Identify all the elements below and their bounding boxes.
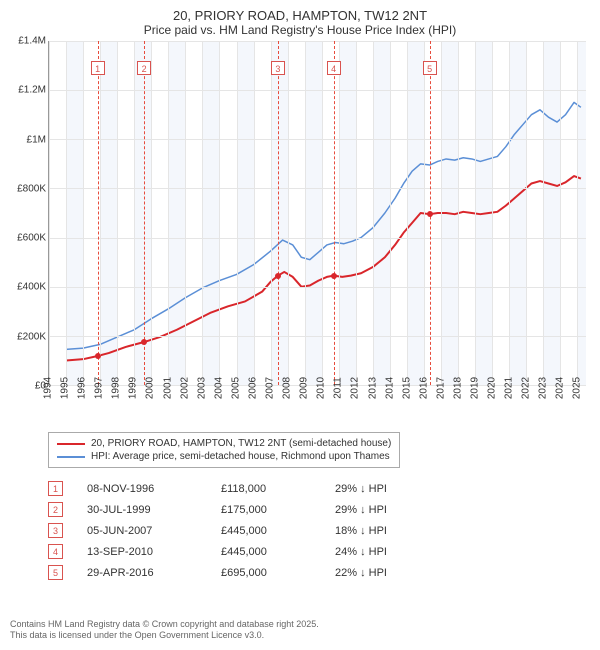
transaction-date: 29-APR-2016 [87,567,197,579]
table-row: 1 08-NOV-1996 £118,000 29% ↓ HPI [48,478,590,499]
table-row: 3 05-JUN-2007 £445,000 18% ↓ HPI [48,520,590,541]
x-tick-label: 2002 [179,377,190,399]
x-tick-label: 2017 [435,377,446,399]
legend-label-property: 20, PRIORY ROAD, HAMPTON, TW12 2NT (semi… [91,438,391,449]
x-tick-label: 1994 [43,377,54,399]
chart-subtitle: Price paid vs. HM Land Registry's House … [10,23,590,37]
x-tick-label: 2007 [265,377,276,399]
transaction-date: 05-JUN-2007 [87,525,197,537]
transaction-marker: 4 [327,61,341,75]
legend-swatch-property [57,443,85,445]
y-tick-label: £600K [17,233,46,244]
x-tick-label: 2000 [145,377,156,399]
plot-region: 1 2 3 4 5 [48,41,586,386]
transaction-diff: 29% ↓ HPI [335,504,387,516]
x-tick-label: 2011 [333,377,344,399]
x-tick-label: 1999 [128,377,139,399]
table-row: 4 13-SEP-2010 £445,000 24% ↓ HPI [48,541,590,562]
transaction-dot [427,211,433,217]
x-tick-label: 1998 [111,377,122,399]
x-tick-label: 2024 [555,377,566,399]
transaction-dot [331,273,337,279]
table-row: 2 30-JUL-1999 £175,000 29% ↓ HPI [48,499,590,520]
legend-row-hpi: HPI: Average price, semi-detached house,… [57,450,391,463]
title-block: 20, PRIORY ROAD, HAMPTON, TW12 2NT Price… [10,8,590,37]
y-tick-label: £1.2M [18,85,46,96]
x-tick-label: 2012 [350,377,361,399]
transaction-diff: 24% ↓ HPI [335,546,387,558]
footnote-line1: Contains HM Land Registry data © Crown c… [10,619,319,631]
x-tick-label: 2009 [299,377,310,399]
legend-swatch-hpi [57,456,85,458]
x-tick-label: 2013 [367,377,378,399]
y-tick-label: £200K [17,331,46,342]
x-tick-label: 2015 [401,377,412,399]
x-tick-label: 2006 [247,377,258,399]
chart-container: 20, PRIORY ROAD, HAMPTON, TW12 2NT Price… [0,0,600,650]
y-tick-label: £1.4M [18,36,46,47]
transaction-date: 30-JUL-1999 [87,504,197,516]
transaction-price: £175,000 [221,504,311,516]
transaction-dot [275,273,281,279]
transaction-number-box: 4 [48,544,63,559]
legend-label-hpi: HPI: Average price, semi-detached house,… [91,451,390,462]
x-tick-label: 2022 [521,377,532,399]
transaction-diff: 18% ↓ HPI [335,525,387,537]
y-tick-label: £800K [17,183,46,194]
chart-area: £0£200K£400K£600K£800K£1M£1.2M£1.4M 1234… [10,41,590,426]
y-tick-label: £1M [27,134,46,145]
x-tick-label: 2010 [316,377,327,399]
transaction-marker: 3 [271,61,285,75]
transaction-marker: 5 [423,61,437,75]
legend-row-property: 20, PRIORY ROAD, HAMPTON, TW12 2NT (semi… [57,437,391,450]
x-tick-label: 2005 [230,377,241,399]
y-axis: £0£200K£400K£600K£800K£1M£1.2M£1.4M [10,41,48,386]
x-tick-label: 2001 [162,377,173,399]
x-tick-label: 2025 [572,377,583,399]
transaction-marker: 2 [137,61,151,75]
x-tick-label: 2016 [418,377,429,399]
x-tick-label: 2019 [469,377,480,399]
transaction-price: £445,000 [221,525,311,537]
transaction-marker: 1 [91,61,105,75]
x-tick-label: 1995 [60,377,71,399]
transaction-price: £695,000 [221,567,311,579]
y-tick-label: £400K [17,282,46,293]
transaction-diff: 22% ↓ HPI [335,567,387,579]
transaction-price: £118,000 [221,483,311,495]
x-tick-label: 2023 [538,377,549,399]
line-layer [49,41,586,385]
x-tick-label: 2020 [487,377,498,399]
x-tick-label: 2004 [213,377,224,399]
x-tick-label: 2014 [384,377,395,399]
x-tick-label: 2008 [282,377,293,399]
table-row: 5 29-APR-2016 £695,000 22% ↓ HPI [48,562,590,583]
x-tick-label: 1996 [77,377,88,399]
transaction-number-box: 1 [48,481,63,496]
transaction-date: 13-SEP-2010 [87,546,197,558]
transaction-price: £445,000 [221,546,311,558]
transaction-number-box: 5 [48,565,63,580]
x-tick-label: 2021 [504,377,515,399]
legend: 20, PRIORY ROAD, HAMPTON, TW12 2NT (semi… [48,432,400,468]
x-tick-label: 1997 [94,377,105,399]
footnote: Contains HM Land Registry data © Crown c… [10,619,319,642]
transaction-number-box: 2 [48,502,63,517]
x-tick-label: 2018 [452,377,463,399]
transaction-dot [141,339,147,345]
transaction-diff: 29% ↓ HPI [335,483,387,495]
footnote-line2: This data is licensed under the Open Gov… [10,630,319,642]
transaction-number-box: 3 [48,523,63,538]
x-axis: 1994199519961997199819992000200120022003… [48,386,586,426]
transaction-date: 08-NOV-1996 [87,483,197,495]
transaction-dot [95,353,101,359]
x-tick-label: 2003 [196,377,207,399]
transactions-table: 1 08-NOV-1996 £118,000 29% ↓ HPI 2 30-JUL-199… [48,478,590,583]
chart-title: 20, PRIORY ROAD, HAMPTON, TW12 2NT [10,8,590,23]
